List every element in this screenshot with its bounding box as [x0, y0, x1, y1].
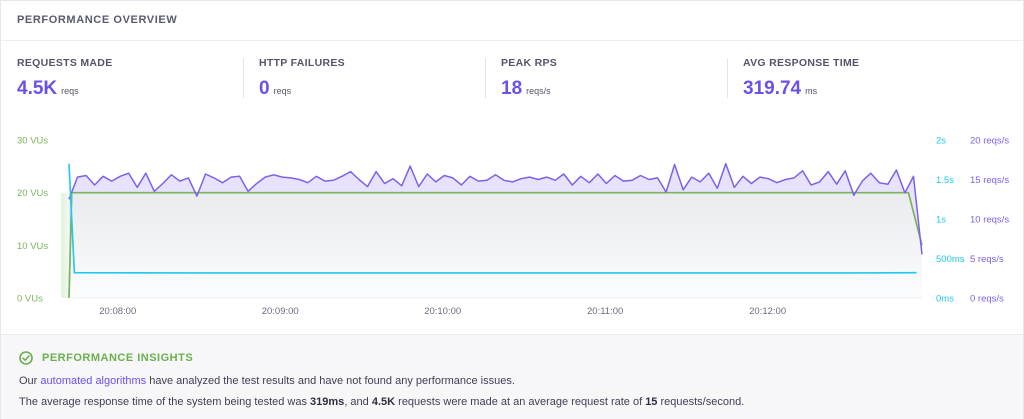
response-time-line: [68, 163, 917, 274]
insights-text: Our: [19, 375, 41, 387]
response-time-axis-tick: 1.5s: [936, 175, 954, 186]
stat-avg-response-time: AVG RESPONSE TIME 319.74 ms: [743, 57, 859, 99]
stat-requests-made: REQUESTS MADE 4.5K reqs: [17, 57, 113, 99]
requests-highlight: 4.5K: [371, 396, 396, 408]
stat-value: 0: [259, 78, 270, 99]
vus-line-overlay: [68, 191, 923, 299]
vus-area: [69, 192, 922, 298]
vus-axis-tick: 10 VUs: [17, 241, 48, 252]
automated-algorithms-link[interactable]: automated algorithms: [40, 375, 147, 387]
rps-axis-tick: 15 reqs/s: [970, 175, 1009, 186]
performance-insights: PERFORMANCE INSIGHTS Our automated algor…: [1, 334, 1023, 419]
vus-axis-tick: 20 VUs: [17, 188, 48, 199]
rps-axis-tick: 5 reqs/s: [970, 254, 1004, 265]
stat-unit: ms: [805, 86, 818, 96]
rps-axis-tick: 20 reqs/s: [970, 136, 1009, 147]
response-time-axis-tick: 2s: [936, 136, 946, 147]
insights-text: , and: [344, 396, 372, 408]
rate-highlight: 15: [645, 396, 658, 408]
stat-peak-rps: PEAK RPS 18 reqs/s: [501, 57, 557, 99]
rps-line: [68, 162, 923, 255]
panel-header: PERFORMANCE OVERVIEW: [1, 1, 1023, 41]
stat-divider: [243, 58, 244, 98]
insights-header: PERFORMANCE INSIGHTS: [19, 349, 193, 367]
x-axis-tick: 20:09:00: [262, 306, 299, 317]
stat-unit: reqs/s: [526, 86, 551, 96]
x-axis-tick: 20:10:00: [424, 306, 461, 317]
stat-label: PEAK RPS: [501, 57, 558, 69]
stat-divider: [727, 58, 728, 98]
stat-http-failures: HTTP FAILURES 0 reqs: [259, 57, 345, 99]
stat-label: REQUESTS MADE: [17, 57, 113, 69]
x-axis-tick: 20:11:00: [587, 306, 623, 317]
check-circle-icon: [19, 351, 33, 365]
insights-detail: The average response time of the system …: [19, 396, 744, 408]
stat-value: 319.74: [743, 78, 802, 99]
response-time-axis-tick: 0ms: [936, 294, 954, 305]
panel-title: PERFORMANCE OVERVIEW: [17, 14, 178, 26]
insights-title: PERFORMANCE INSIGHTS: [42, 352, 194, 364]
response-time-axis-tick: 1s: [936, 215, 946, 226]
x-axis-tick: 20:12:00: [749, 306, 786, 317]
stat-value: 4.5K: [17, 78, 58, 99]
avg-response-highlight: 319ms: [310, 396, 345, 408]
stat-unit: reqs: [61, 86, 79, 96]
stat-value: 18: [501, 78, 523, 99]
response-time-axis-tick: 500ms: [936, 254, 965, 265]
rps-axis-tick: 10 reqs/s: [970, 215, 1009, 226]
x-axis-tick: 20:08:00: [99, 306, 136, 317]
stat-unit: reqs: [273, 86, 292, 96]
insights-text: The average response time of the system …: [19, 396, 311, 408]
stat-label: HTTP FAILURES: [259, 57, 345, 69]
insights-text: requests were made at an average request…: [395, 396, 646, 408]
insights-text: have analyzed the test results and have …: [146, 375, 515, 387]
stat-divider: [485, 58, 486, 98]
rps-area: [69, 163, 922, 298]
insights-summary: Our automated algorithms have analyzed t…: [19, 375, 515, 387]
vus-axis-tick: 30 VUs: [17, 136, 48, 147]
stat-label: AVG RESPONSE TIME: [743, 57, 860, 69]
vus-axis-tick: 0 VUs: [17, 294, 43, 305]
rps-axis-tick: 0 reqs/s: [970, 294, 1004, 305]
insights-text: requests/second.: [657, 396, 745, 408]
performance-chart[interactable]: 0 VUs 10 VUs 20 VUs 30 VUs 0ms 500ms 1s 1.5s 2s 0…: [1, 127, 1024, 327]
